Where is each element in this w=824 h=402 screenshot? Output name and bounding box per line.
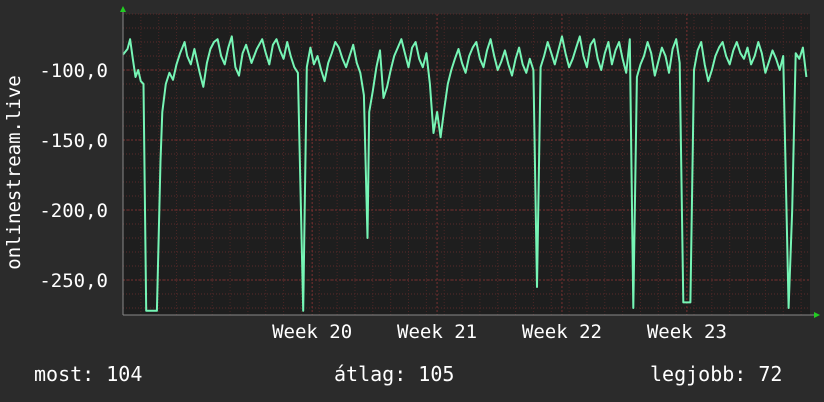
y-tick-label: -100,0 (39, 60, 108, 82)
stat-best: legjobb: 72 (650, 362, 783, 386)
x-axis-ticks: Week 20 Week 21 Week 22 Week 23 (272, 321, 727, 343)
major-grid (123, 14, 810, 315)
x-tick-label: Week 22 (522, 321, 602, 343)
y-tick-label: -200,0 (39, 200, 108, 222)
x-tick-label: Week 20 (272, 321, 352, 343)
x-tick-label: Week 21 (397, 321, 477, 343)
stat-current: most: 104 (34, 362, 143, 386)
y-tick-label: -250,0 (39, 270, 108, 292)
x-tick-label: Week 23 (647, 321, 727, 343)
stat-average: átlag: 105 (334, 362, 455, 386)
minor-grid (122, 13, 810, 315)
y-tick-label: -150,0 (39, 130, 108, 152)
x-axis-arrow-icon (814, 312, 820, 318)
y-axis-ticks: -100,0 -150,0 -200,0 -250,0 (39, 60, 108, 292)
y-axis-label: onlinestream.live (3, 75, 25, 269)
series-line (122, 35, 808, 312)
y-axis-arrow-icon (120, 6, 126, 12)
